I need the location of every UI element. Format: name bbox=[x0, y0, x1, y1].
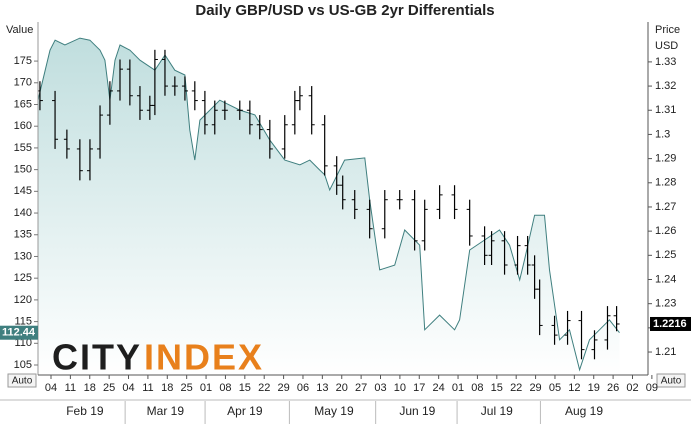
y-tick-label: 130 bbox=[14, 250, 32, 262]
x-tick-label: 17 bbox=[413, 382, 425, 394]
y-tick-label: 115 bbox=[14, 316, 32, 328]
x-tick-label: 08 bbox=[471, 382, 483, 394]
x-tick-label: 11 bbox=[142, 382, 153, 394]
last-price-label: 1.2216 bbox=[653, 318, 687, 330]
x-tick-label: 04 bbox=[122, 382, 134, 394]
x-tick-label: 06 bbox=[297, 382, 309, 394]
x-tick-label: 27 bbox=[355, 382, 367, 394]
x-tick-label: 11 bbox=[65, 382, 76, 394]
x-tick-label: 24 bbox=[433, 382, 445, 394]
x-tick-label: 08 bbox=[219, 382, 231, 394]
y2-tick-label: 1.26 bbox=[655, 225, 676, 237]
watermark: INDEX bbox=[144, 337, 264, 378]
y2-tick-label: 1.33 bbox=[655, 56, 676, 68]
y-tick-label: 170 bbox=[14, 77, 32, 89]
y-tick-label: 155 bbox=[14, 142, 32, 154]
y-tick-label: 120 bbox=[14, 294, 32, 306]
y-tick-label: 135 bbox=[14, 229, 32, 241]
axis-button-label[interactable]: Auto bbox=[661, 376, 682, 387]
area-fill bbox=[38, 38, 620, 375]
y-tick-label: 175 bbox=[14, 55, 32, 67]
x-tick-label: 01 bbox=[452, 382, 464, 394]
month-label: Mar 19 bbox=[147, 404, 185, 418]
y2-tick-label: 1.31 bbox=[655, 104, 676, 116]
axis-button-label[interactable]: Auto bbox=[12, 376, 33, 387]
month-label: Feb 19 bbox=[66, 404, 104, 418]
x-tick-label: 29 bbox=[277, 382, 289, 394]
month-label: Apr 19 bbox=[227, 404, 263, 418]
y-tick-label: 105 bbox=[14, 359, 32, 371]
x-tick-label: 01 bbox=[200, 382, 212, 394]
y2-tick-label: 1.21 bbox=[655, 346, 676, 358]
x-tick-label: 20 bbox=[336, 382, 348, 394]
y2-axis-label: Price bbox=[655, 24, 680, 36]
x-tick-label: 09 bbox=[646, 382, 658, 394]
area-line bbox=[38, 37, 620, 372]
y2-tick-label: 1.32 bbox=[655, 80, 676, 92]
y-tick-label: 150 bbox=[14, 164, 32, 176]
last-value-label: 112.44 bbox=[2, 327, 36, 339]
x-tick-label: 26 bbox=[607, 382, 619, 394]
y-tick-label: 160 bbox=[14, 120, 32, 132]
x-tick-label: 22 bbox=[258, 382, 270, 394]
y2-tick-label: 1.28 bbox=[655, 177, 676, 189]
chart-title: Daily GBP/USD vs US-GB 2yr Differentials bbox=[195, 2, 494, 19]
x-tick-label: 18 bbox=[161, 382, 173, 394]
x-tick-label: 15 bbox=[239, 382, 251, 394]
y2-tick-label: 1.3 bbox=[655, 128, 670, 140]
x-tick-label: 05 bbox=[549, 382, 561, 394]
y-tick-label: 110 bbox=[14, 337, 32, 349]
y-tick-label: 145 bbox=[14, 185, 32, 197]
y2-tick-label: 1.23 bbox=[655, 298, 676, 310]
x-tick-label: 04 bbox=[45, 382, 57, 394]
y-tick-label: 165 bbox=[14, 98, 32, 110]
y2-tick-label: 1.27 bbox=[655, 201, 676, 213]
last-price-box bbox=[650, 316, 691, 331]
month-label: Aug 19 bbox=[565, 404, 603, 418]
x-tick-label: 02 bbox=[626, 382, 638, 394]
last-value-box bbox=[0, 325, 38, 340]
plot-area bbox=[38, 37, 620, 375]
x-tick-label: 18 bbox=[84, 382, 96, 394]
y2-tick-label: 1.24 bbox=[655, 273, 676, 285]
y-tick-label: 140 bbox=[14, 207, 32, 219]
month-label: Jul 19 bbox=[481, 404, 513, 418]
y2-tick-label: 1.25 bbox=[655, 249, 676, 261]
axis-button[interactable] bbox=[7, 373, 37, 388]
y2-tick-label: 1.29 bbox=[655, 153, 676, 165]
y2-unit-label: USD bbox=[655, 40, 678, 52]
x-tick-label: 19 bbox=[588, 382, 600, 394]
x-tick-label: 13 bbox=[316, 382, 328, 394]
x-tick-label: 29 bbox=[529, 382, 541, 394]
watermark: CITY bbox=[52, 337, 142, 378]
x-tick-label: 03 bbox=[374, 382, 386, 394]
axes bbox=[0, 22, 691, 401]
x-tick-label: 12 bbox=[568, 382, 580, 394]
y-axis-label: Value bbox=[6, 24, 33, 36]
x-tick-label: 25 bbox=[181, 382, 193, 394]
month-label: Jun 19 bbox=[399, 404, 435, 418]
x-tick-label: 10 bbox=[394, 382, 406, 394]
x-tick-label: 15 bbox=[491, 382, 503, 394]
y-tick-label: 125 bbox=[14, 272, 32, 284]
axis-button[interactable] bbox=[656, 373, 686, 388]
x-tick-label: 25 bbox=[103, 382, 115, 394]
month-label: May 19 bbox=[314, 404, 354, 418]
x-tick-label: 22 bbox=[510, 382, 522, 394]
